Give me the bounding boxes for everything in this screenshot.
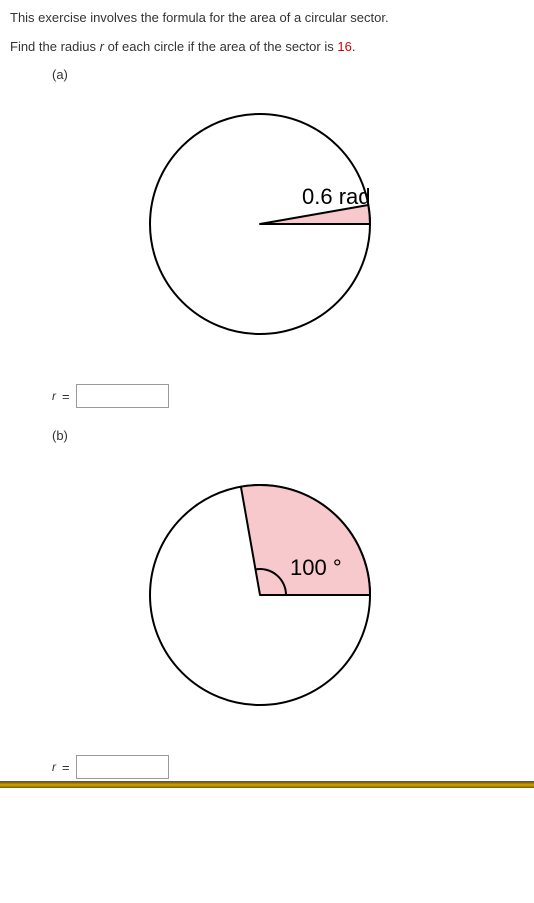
figure-b: 100 °	[130, 455, 410, 725]
footer-bar	[0, 781, 534, 788]
part-b-label: (b)	[52, 428, 524, 443]
figure-a: 0.6 rad	[130, 94, 410, 354]
answer-b-var: r	[52, 760, 56, 774]
part-a-label: (a)	[52, 67, 524, 82]
q-prefix: Find the radius	[10, 39, 100, 54]
answer-b-eq: =	[62, 760, 70, 775]
answer-a-input[interactable]	[76, 384, 169, 408]
q-value: 16	[337, 39, 351, 54]
q-mid: of each circle if the area of the sector…	[104, 39, 337, 54]
q-suffix: .	[352, 39, 356, 54]
fig-a-angle-label: 0.6 rad	[302, 184, 371, 209]
question-text: Find the radius r of each circle if the …	[10, 39, 524, 54]
answer-b-input[interactable]	[76, 755, 169, 779]
answer-a-var: r	[52, 389, 56, 403]
intro-text: This exercise involves the formula for t…	[10, 10, 524, 25]
answer-a-eq: =	[62, 389, 70, 404]
fig-b-angle-label: 100 °	[290, 555, 342, 580]
